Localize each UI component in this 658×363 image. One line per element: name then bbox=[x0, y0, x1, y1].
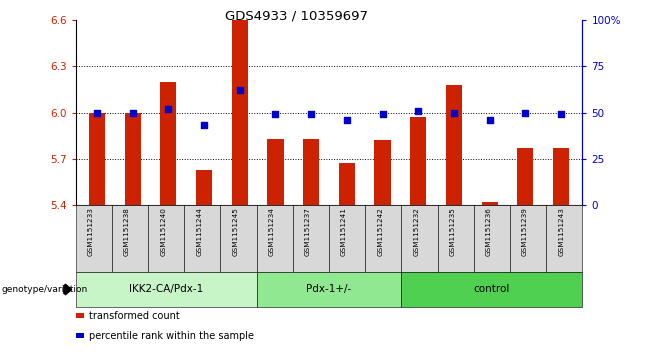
Point bbox=[306, 111, 316, 117]
Point bbox=[342, 117, 352, 123]
Text: GSM1151238: GSM1151238 bbox=[124, 207, 130, 256]
Bar bbox=[517, 148, 533, 205]
Bar bbox=[374, 140, 391, 205]
Text: GSM1151241: GSM1151241 bbox=[341, 207, 347, 256]
Point bbox=[163, 106, 174, 112]
Point bbox=[555, 111, 566, 117]
Text: GSM1151233: GSM1151233 bbox=[88, 207, 94, 256]
Bar bbox=[196, 170, 212, 205]
Point bbox=[413, 108, 424, 114]
Bar bbox=[232, 20, 248, 205]
Text: Pdx-1+/-: Pdx-1+/- bbox=[307, 285, 351, 294]
Bar bbox=[446, 85, 462, 205]
Text: percentile rank within the sample: percentile rank within the sample bbox=[89, 331, 255, 341]
Bar bbox=[161, 82, 176, 205]
Point bbox=[92, 110, 103, 115]
Point bbox=[377, 111, 388, 117]
Bar bbox=[482, 202, 497, 205]
Bar bbox=[267, 139, 284, 205]
Text: GSM1151234: GSM1151234 bbox=[268, 207, 275, 256]
Point bbox=[199, 123, 209, 129]
Text: GSM1151232: GSM1151232 bbox=[413, 207, 420, 256]
Point bbox=[128, 110, 138, 115]
Text: GSM1151239: GSM1151239 bbox=[522, 207, 528, 256]
Text: GSM1151244: GSM1151244 bbox=[196, 207, 203, 256]
Bar bbox=[89, 113, 105, 205]
Bar bbox=[410, 117, 426, 205]
Text: GSM1151235: GSM1151235 bbox=[449, 207, 455, 256]
Text: GSM1151240: GSM1151240 bbox=[160, 207, 166, 256]
Text: GSM1151242: GSM1151242 bbox=[377, 207, 383, 256]
Text: IKK2-CA/Pdx-1: IKK2-CA/Pdx-1 bbox=[129, 285, 203, 294]
Point bbox=[270, 111, 281, 117]
Point bbox=[234, 87, 245, 93]
Bar bbox=[125, 113, 141, 205]
Bar bbox=[553, 148, 569, 205]
Point bbox=[520, 110, 530, 115]
Text: GSM1151236: GSM1151236 bbox=[486, 207, 492, 256]
Text: genotype/variation: genotype/variation bbox=[1, 285, 88, 294]
Text: control: control bbox=[474, 285, 510, 294]
Text: GSM1151243: GSM1151243 bbox=[558, 207, 564, 256]
Bar bbox=[303, 139, 319, 205]
Point bbox=[449, 110, 459, 115]
Text: GSM1151237: GSM1151237 bbox=[305, 207, 311, 256]
Text: GSM1151245: GSM1151245 bbox=[232, 207, 239, 256]
Bar bbox=[339, 163, 355, 205]
Text: GDS4933 / 10359697: GDS4933 / 10359697 bbox=[224, 9, 368, 22]
Text: transformed count: transformed count bbox=[89, 311, 180, 321]
Point bbox=[484, 117, 495, 123]
